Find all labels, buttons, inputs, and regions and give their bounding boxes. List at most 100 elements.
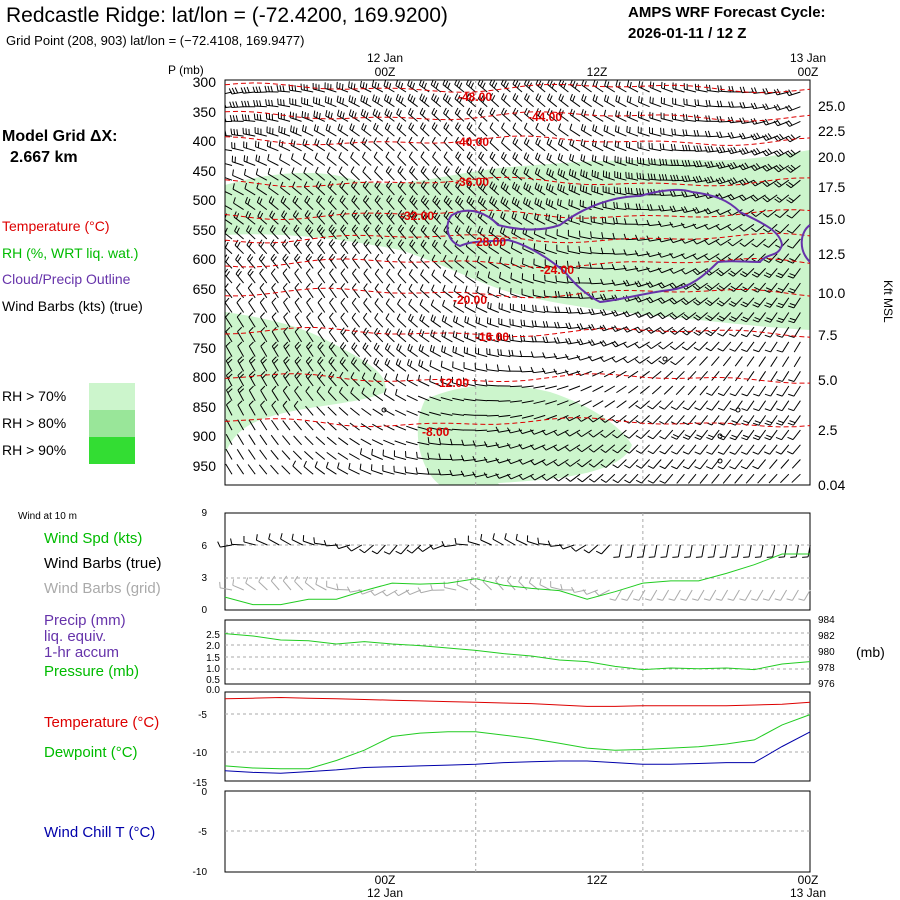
wind-barb	[789, 150, 801, 158]
wind-barb	[290, 130, 302, 137]
wind-barb-flag	[376, 197, 381, 204]
wind-barb	[652, 444, 662, 455]
surface-barb-true	[772, 544, 776, 557]
wind-barb-flag	[681, 346, 688, 351]
wind-barb-flag	[697, 114, 700, 121]
wind-barb	[294, 302, 303, 313]
wind-barb	[234, 230, 244, 240]
wind-barb	[602, 282, 615, 285]
wind-barb	[605, 473, 616, 483]
wind-barb-flag	[673, 144, 676, 151]
wind-barb-flag	[397, 283, 402, 290]
wind-barb-flag	[718, 285, 725, 290]
wind-barb	[512, 127, 523, 137]
wind-barb	[734, 429, 743, 441]
wind-barb-flag	[477, 80, 481, 85]
temp-label-m44: -44.00	[528, 110, 562, 124]
wind-barb-flag	[313, 110, 316, 117]
wind-barb-flag	[741, 451, 747, 455]
wind-barb-flag	[283, 99, 285, 106]
wind-barb-flag	[549, 95, 553, 102]
precip-tick-1-0: 1.0	[206, 664, 220, 675]
wind-barb	[557, 459, 569, 467]
wind-barb	[443, 141, 453, 152]
wind-barb	[533, 385, 546, 389]
wind-barb	[614, 146, 627, 152]
wind-barb-flag	[303, 181, 308, 188]
wind-barb	[374, 200, 384, 210]
mb-tick-976: 976	[818, 679, 835, 690]
wind-barb-flag	[636, 172, 639, 179]
wind-barb	[363, 258, 372, 269]
wind-barb	[317, 361, 326, 372]
wind-barb-flag	[707, 130, 711, 137]
wind-barb	[605, 459, 616, 468]
wind-barb-flag	[622, 327, 628, 333]
wind-barb	[545, 444, 558, 451]
wind-barb	[451, 428, 465, 431]
wind-barb-flag	[568, 322, 572, 329]
wind-barb-flag	[635, 234, 639, 241]
wind-barb-flag	[468, 168, 473, 175]
wind-barb-flag	[397, 239, 403, 245]
wind-barb-flag	[324, 96, 327, 103]
model-grid-value: 2.667 km	[10, 149, 78, 166]
wind-barb	[672, 103, 685, 108]
wind-barb	[661, 267, 673, 274]
surface-barb-grid-flag	[370, 590, 376, 596]
surface-barb-true	[338, 544, 351, 550]
wind-barb-flag	[316, 386, 321, 392]
wind-barb-flag	[530, 475, 536, 481]
wind-barb-flag	[447, 97, 451, 104]
wind-barb-flag	[221, 184, 222, 190]
wind-barb-flag	[315, 166, 319, 173]
wind-barb-flag	[304, 195, 309, 202]
wind-barb	[243, 160, 256, 166]
wind-barb-flag	[727, 195, 732, 201]
surface-barb-true	[468, 541, 480, 546]
wind-barb	[475, 352, 488, 358]
wind-barb	[260, 345, 268, 357]
wind-barb-flag	[426, 468, 430, 475]
h-tick-17: 17.5	[818, 179, 845, 195]
wind-barb-flag	[516, 185, 520, 192]
wind-barb	[767, 223, 778, 233]
temperature-legend: Temperature (°C)	[44, 714, 159, 731]
wind-barb-flag	[326, 138, 330, 145]
wind-barb-flag	[583, 125, 587, 132]
surface-barb-grid-flag	[393, 590, 399, 597]
wind-barb	[745, 282, 755, 293]
wind-barb-flag	[585, 171, 588, 178]
wind-barb-flag	[558, 93, 562, 100]
wind-barb-flag	[342, 226, 347, 233]
wind-barb-flag	[329, 283, 334, 289]
wind-barb-flag	[317, 356, 322, 363]
wind-barb-flag	[365, 241, 370, 247]
wind-barb	[374, 318, 384, 328]
wind-barb-flag	[580, 124, 584, 131]
wind-barb-flag	[329, 197, 334, 204]
wind-barb-flag	[320, 229, 325, 235]
wind-barb	[478, 171, 488, 181]
wind-barb-flag	[499, 256, 502, 263]
wind-barb-flag	[604, 217, 607, 224]
wind-barb	[475, 383, 488, 387]
wind-barb-flag	[500, 196, 504, 203]
wind-barb-flag	[611, 357, 617, 363]
wind-barb	[510, 414, 523, 419]
wind-barb-flag	[750, 134, 755, 140]
wind-barb	[523, 142, 534, 152]
wind-barb-flag	[411, 241, 416, 248]
wind-barb	[395, 363, 407, 372]
wind-barb-flag	[457, 168, 462, 175]
wind-barb	[512, 172, 523, 181]
wind-barb	[271, 331, 279, 343]
wind-barb	[314, 466, 326, 475]
surface-barb-true-flag	[417, 547, 423, 552]
wind-barb-flag	[235, 115, 239, 122]
surface-barb-true	[303, 540, 315, 546]
surface-barb-grid-flag	[232, 579, 235, 586]
wind-barb	[270, 244, 279, 255]
wind-barb-flag	[236, 129, 239, 136]
wind-barb-flag	[372, 387, 376, 394]
